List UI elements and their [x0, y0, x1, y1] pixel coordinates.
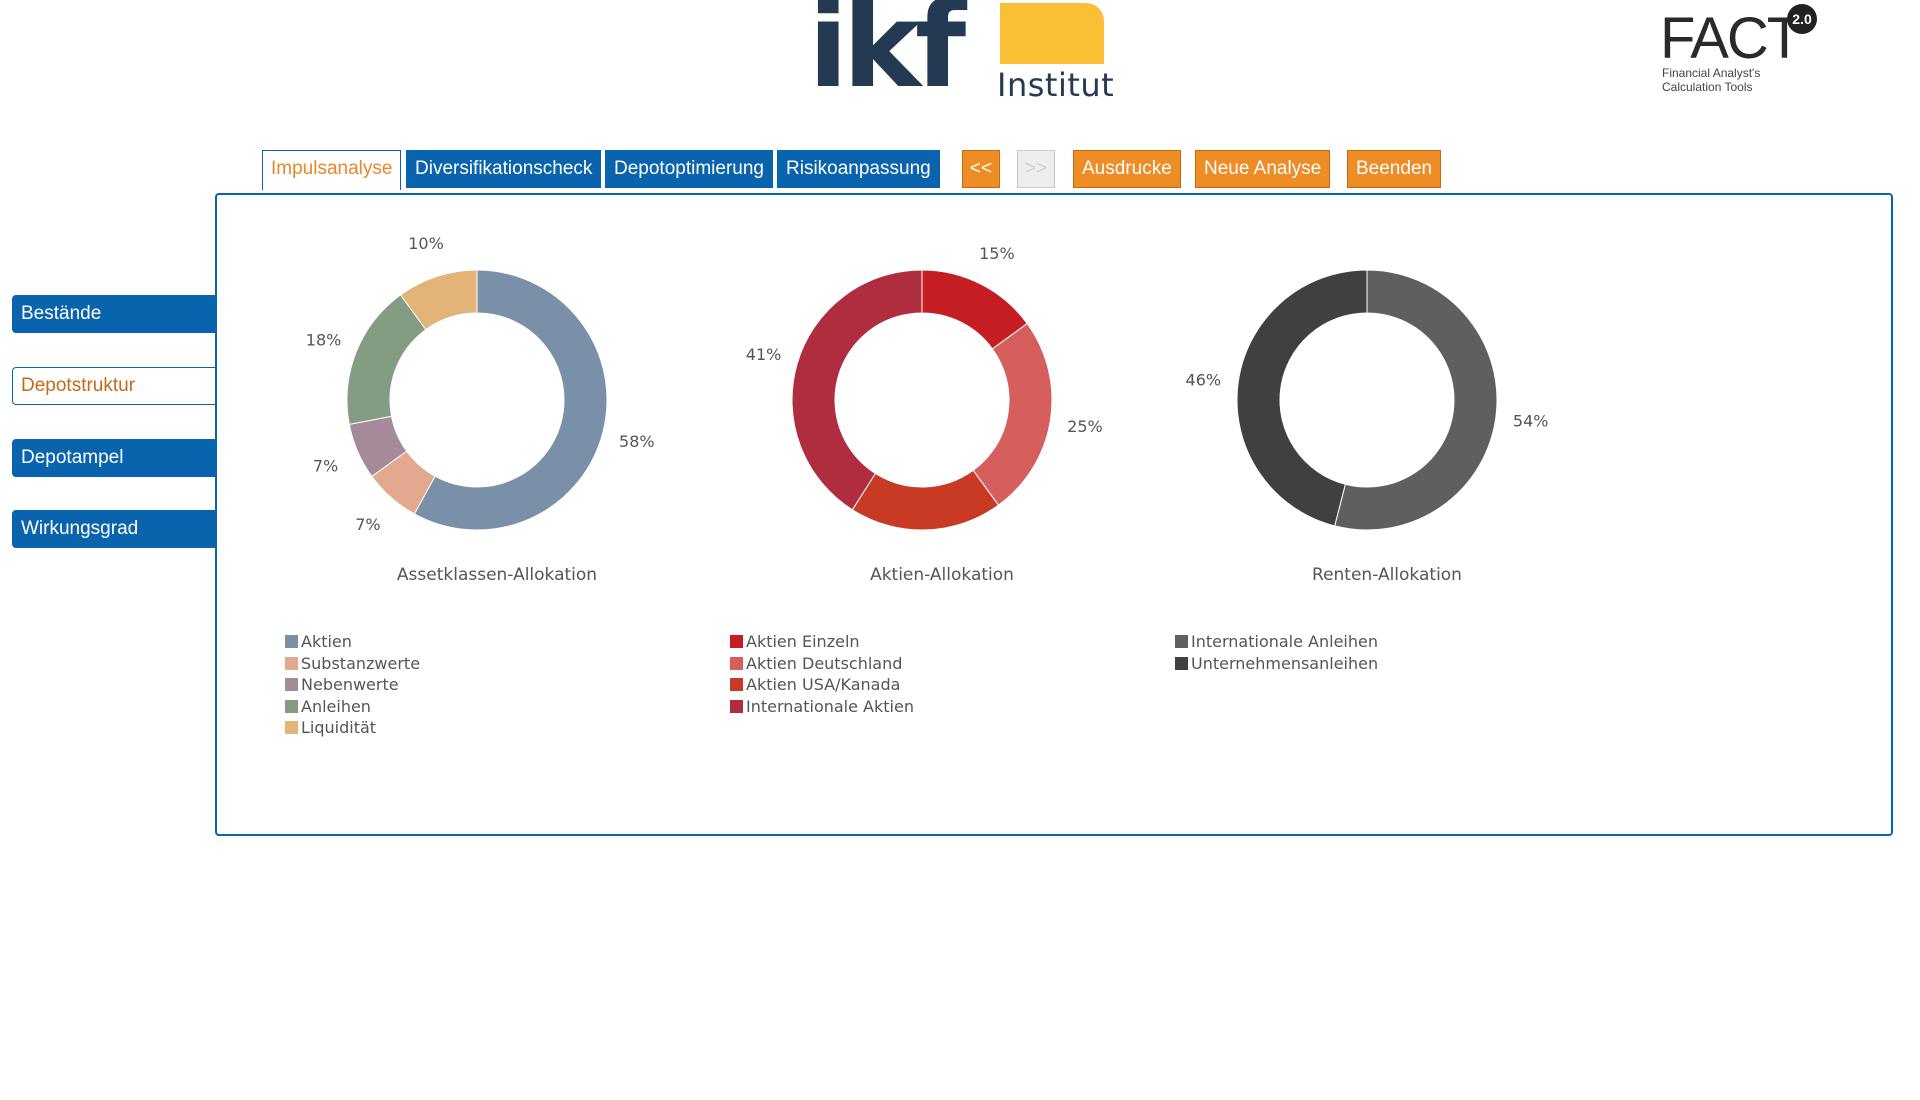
- fact-logo-name: FACT: [1660, 6, 1802, 71]
- legend-swatch: [285, 678, 298, 692]
- sidebar-item-depotstruktur[interactable]: Depotstruktur: [12, 367, 216, 405]
- slice-unternehmensanleihen: [1236, 269, 1368, 527]
- chart-assetklassen: 58% 7% 7% 18% 10% Assetklassen-Allokation Ak…: [277, 195, 717, 795]
- legend-label: Aktien Deutschland: [746, 653, 903, 673]
- legend-item-internationale-anleihen: Internationale Anleihen: [1175, 631, 1378, 653]
- legend-label: Internationale Aktien: [746, 696, 914, 716]
- legend-item-aktien: Aktien: [285, 631, 420, 653]
- fact-logo: FACT 2.0 Financial Analyst's Calculation…: [1660, 4, 1820, 100]
- slice-anleihen: [346, 294, 427, 425]
- ikf-logo: ikf Institut: [808, 0, 1114, 114]
- back-button[interactable]: <<: [962, 150, 1000, 188]
- ikf-logo-institut: Institut: [997, 66, 1115, 104]
- legend-item-aktien-einzeln: Aktien Einzeln: [730, 631, 914, 653]
- fact-version-badge: 2.0: [1787, 4, 1817, 34]
- sidebar-item-wirkungsgrad[interactable]: Wirkungsgrad: [12, 510, 216, 548]
- legend-swatch: [730, 656, 743, 670]
- legend-swatch: [730, 678, 743, 692]
- legend-item-substanzwerte: Substanzwerte: [285, 653, 420, 675]
- legend-item-aktien-usa-kanada: Aktien USA/Kanada: [730, 674, 914, 696]
- legend-label: Internationale Anleihen: [1191, 632, 1378, 652]
- legend-item-unternehmensanleihen: Unternehmensanleihen: [1175, 653, 1378, 675]
- legend-item-aktien-deutschland: Aktien Deutschland: [730, 653, 914, 675]
- pct-label-substanzwerte: 7%: [355, 515, 380, 534]
- legend-swatch: [1175, 656, 1188, 670]
- pct-label-internationale-aktien: 41%: [746, 345, 782, 364]
- legend-swatch: [730, 699, 743, 713]
- pct-label-aktien-einzeln: 15%: [979, 244, 1015, 263]
- tab-risikoanpassung[interactable]: Risikoanpassung: [777, 150, 940, 188]
- new-analysis-button[interactable]: Neue Analyse: [1195, 150, 1331, 188]
- legend-label: Liquidität: [301, 718, 377, 738]
- assetklassen-donut: 58% 7% 7% 18% 10%: [306, 234, 655, 534]
- legend: Aktien Einzeln Aktien Deutschland Aktien U…: [730, 631, 914, 717]
- chart-title: Renten-Allokation: [1312, 565, 1462, 585]
- pct-label-internationale-anleihen: 54%: [1513, 412, 1549, 431]
- chart-renten: 54% 46% Renten-Allokation Internationale …: [1167, 195, 1607, 795]
- pct-label-anleihen: 18%: [306, 330, 342, 349]
- slice-internationale-aktien: [791, 269, 923, 511]
- fact-logo-subtitle: Financial Analyst's Calculation Tools: [1662, 66, 1761, 94]
- legend-swatch: [285, 699, 298, 713]
- sidebar-item-bestaende[interactable]: Bestände: [12, 295, 216, 333]
- legend-item-internationale-aktien: Internationale Aktien: [730, 696, 914, 718]
- tab-depotoptimierung[interactable]: Depotoptimierung: [605, 150, 773, 188]
- slice-liquidit-t: [399, 269, 478, 331]
- legend-label: Aktien USA/Kanada: [746, 675, 901, 695]
- slice-aktien: [413, 269, 608, 531]
- sidebar-item-depotampel[interactable]: Depotampel: [12, 439, 216, 477]
- chart-title: Assetklassen-Allokation: [396, 565, 598, 585]
- legend-swatch: [285, 656, 298, 670]
- legend-item-anleihen: Anleihen: [285, 696, 420, 718]
- slice-internationale-anleihen: [1334, 269, 1498, 531]
- legend: Internationale Anleihen Unternehmensanlei…: [1175, 631, 1378, 674]
- ikf-logo-letters: ikf: [808, 0, 966, 114]
- legend-label: Substanzwerte: [301, 653, 421, 673]
- tab-diversifikationscheck[interactable]: Diversifikationscheck: [406, 150, 602, 188]
- quit-button[interactable]: Beenden: [1347, 150, 1442, 188]
- legend-label: Unternehmensanleihen: [1191, 653, 1379, 673]
- legend-label: Aktien: [301, 632, 352, 652]
- legend-label: Aktien Einzeln: [746, 632, 860, 652]
- depotstruktur-panel: 58% 7% 7% 18% 10% Assetklassen-Allokation Ak…: [215, 193, 1893, 836]
- pct-label-aktien-deutschland: 25%: [1067, 417, 1103, 436]
- pct-label-liquidit-t: 10%: [408, 234, 444, 253]
- legend-swatch: [285, 721, 298, 735]
- legend-label: Anleihen: [301, 696, 371, 716]
- legend-label: Nebenwerte: [301, 675, 399, 695]
- legend-item-liquidit-t: Liquidität: [285, 717, 420, 739]
- forward-button[interactable]: >>: [1017, 150, 1055, 188]
- renten-donut: 54% 46%: [1186, 269, 1549, 531]
- pct-label-nebenwerte: 7%: [313, 457, 338, 476]
- pct-label-unternehmensanleihen: 46%: [1186, 370, 1222, 389]
- legend-swatch: [1175, 635, 1188, 649]
- ikf-logo-yellow-box: [1000, 3, 1104, 64]
- aktien-donut: 15%25%19%41%: [746, 244, 1103, 531]
- chart-aktien: 15%25%19%41% Aktien-Allokation Aktien Ei…: [722, 195, 1162, 795]
- legend-item-nebenwerte: Nebenwerte: [285, 674, 420, 696]
- pct-label-aktien: 58%: [619, 432, 655, 451]
- slice-aktien-deutschland: [972, 322, 1053, 506]
- tab-impulsanalyse[interactable]: Impulsanalyse: [262, 150, 402, 190]
- print-button[interactable]: Ausdrucke: [1073, 150, 1181, 188]
- legend-swatch: [285, 635, 298, 649]
- slice-aktien-usa-kanada: [851, 469, 1000, 531]
- legend: Aktien Substanzwerte Nebenwerte Anleihen Liq…: [285, 631, 420, 739]
- legend-swatch: [730, 635, 743, 649]
- chart-title: Aktien-Allokation: [870, 565, 1014, 585]
